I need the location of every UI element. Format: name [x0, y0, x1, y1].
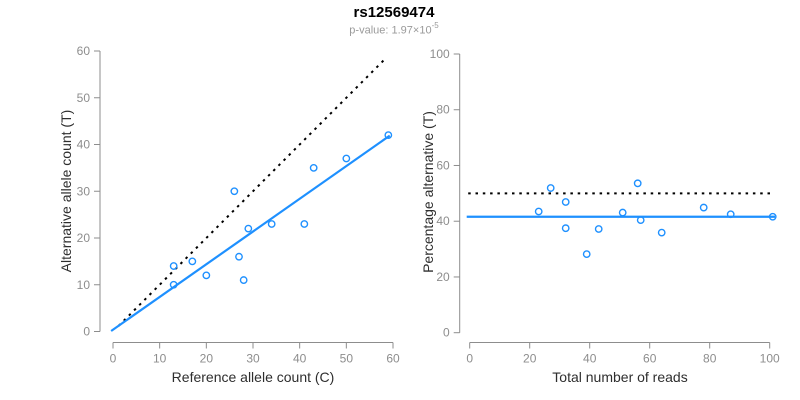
data-point — [633, 179, 642, 188]
left-yaxis-title: Alternative allele count (T) — [58, 109, 74, 273]
data-point — [239, 276, 248, 284]
data-point — [699, 203, 708, 212]
right-scatter-plot: 0 20 40 60 80 100 0 20 40 60 80 100 — [430, 47, 780, 366]
x-tick-label: 30 — [246, 352, 260, 366]
data-point — [202, 271, 211, 280]
x-tick-label: 60 — [643, 352, 657, 366]
identity-line — [117, 56, 388, 327]
data-point — [636, 216, 645, 225]
y-tick-label: 30 — [77, 184, 91, 198]
y-tick-label: 0 — [83, 325, 90, 339]
x-tick-label: 80 — [703, 352, 717, 366]
x-tick-label: 10 — [153, 352, 167, 366]
data-point — [300, 220, 309, 228]
pvalue-subtitle: p-value: 1.97×10-5 — [0, 21, 788, 37]
data-point — [534, 207, 543, 216]
data-point — [342, 154, 351, 163]
y-tick-label: 20 — [77, 231, 91, 245]
x-tick-label: 0 — [466, 352, 473, 366]
x-tick-label: 20 — [523, 352, 537, 366]
y-tick-label: 100 — [430, 47, 450, 61]
x-tick-label: 60 — [386, 352, 400, 366]
x-tick-label: 0 — [110, 352, 117, 366]
data-point — [582, 250, 591, 259]
data-point — [188, 257, 197, 266]
page-title: rs12569474 — [353, 4, 435, 21]
y-tick-label: 0 — [443, 326, 450, 340]
data-point — [267, 220, 276, 228]
data-point — [169, 280, 178, 289]
y-tick-label: 50 — [77, 91, 91, 105]
data-point — [561, 224, 570, 233]
data-point — [169, 262, 178, 270]
data-point — [235, 252, 243, 261]
left-scatter-plot: 0 10 20 30 40 50 60 0 10 20 30 40 50 60 — [77, 44, 400, 366]
y-tick-label: 60 — [77, 44, 91, 58]
y-tick-label: 10 — [77, 278, 91, 292]
data-point — [384, 131, 393, 140]
data-point — [594, 225, 603, 233]
y-tick-label: 40 — [77, 138, 91, 152]
data-point — [726, 210, 735, 219]
y-tick-label: 40 — [436, 214, 450, 228]
data-point — [768, 212, 777, 221]
data-point — [561, 198, 570, 206]
right-yaxis-title: Percentage alternative (T) — [420, 111, 436, 273]
data-point — [244, 224, 253, 233]
data-point — [546, 184, 555, 192]
y-tick-label: 60 — [436, 158, 450, 172]
y-tick-label: 20 — [436, 270, 450, 284]
x-tick-label: 40 — [293, 352, 307, 366]
x-tick-label: 40 — [583, 352, 597, 366]
data-point — [618, 208, 627, 217]
x-tick-label: 50 — [340, 352, 354, 366]
x-tick-label: 20 — [200, 352, 214, 366]
data-point — [309, 163, 318, 172]
y-tick-label: 80 — [436, 103, 450, 117]
x-tick-label: 100 — [760, 352, 780, 366]
fit-line — [110, 134, 391, 332]
pvalue-text: p-value: 1.97×10 — [349, 24, 432, 37]
data-point — [657, 228, 666, 237]
left-xaxis-title: Reference allele count (C) — [171, 369, 335, 385]
data-point — [230, 187, 239, 196]
right-xaxis-title: Total number of reads — [552, 369, 688, 385]
pvalue-exponent: -5 — [431, 21, 439, 30]
